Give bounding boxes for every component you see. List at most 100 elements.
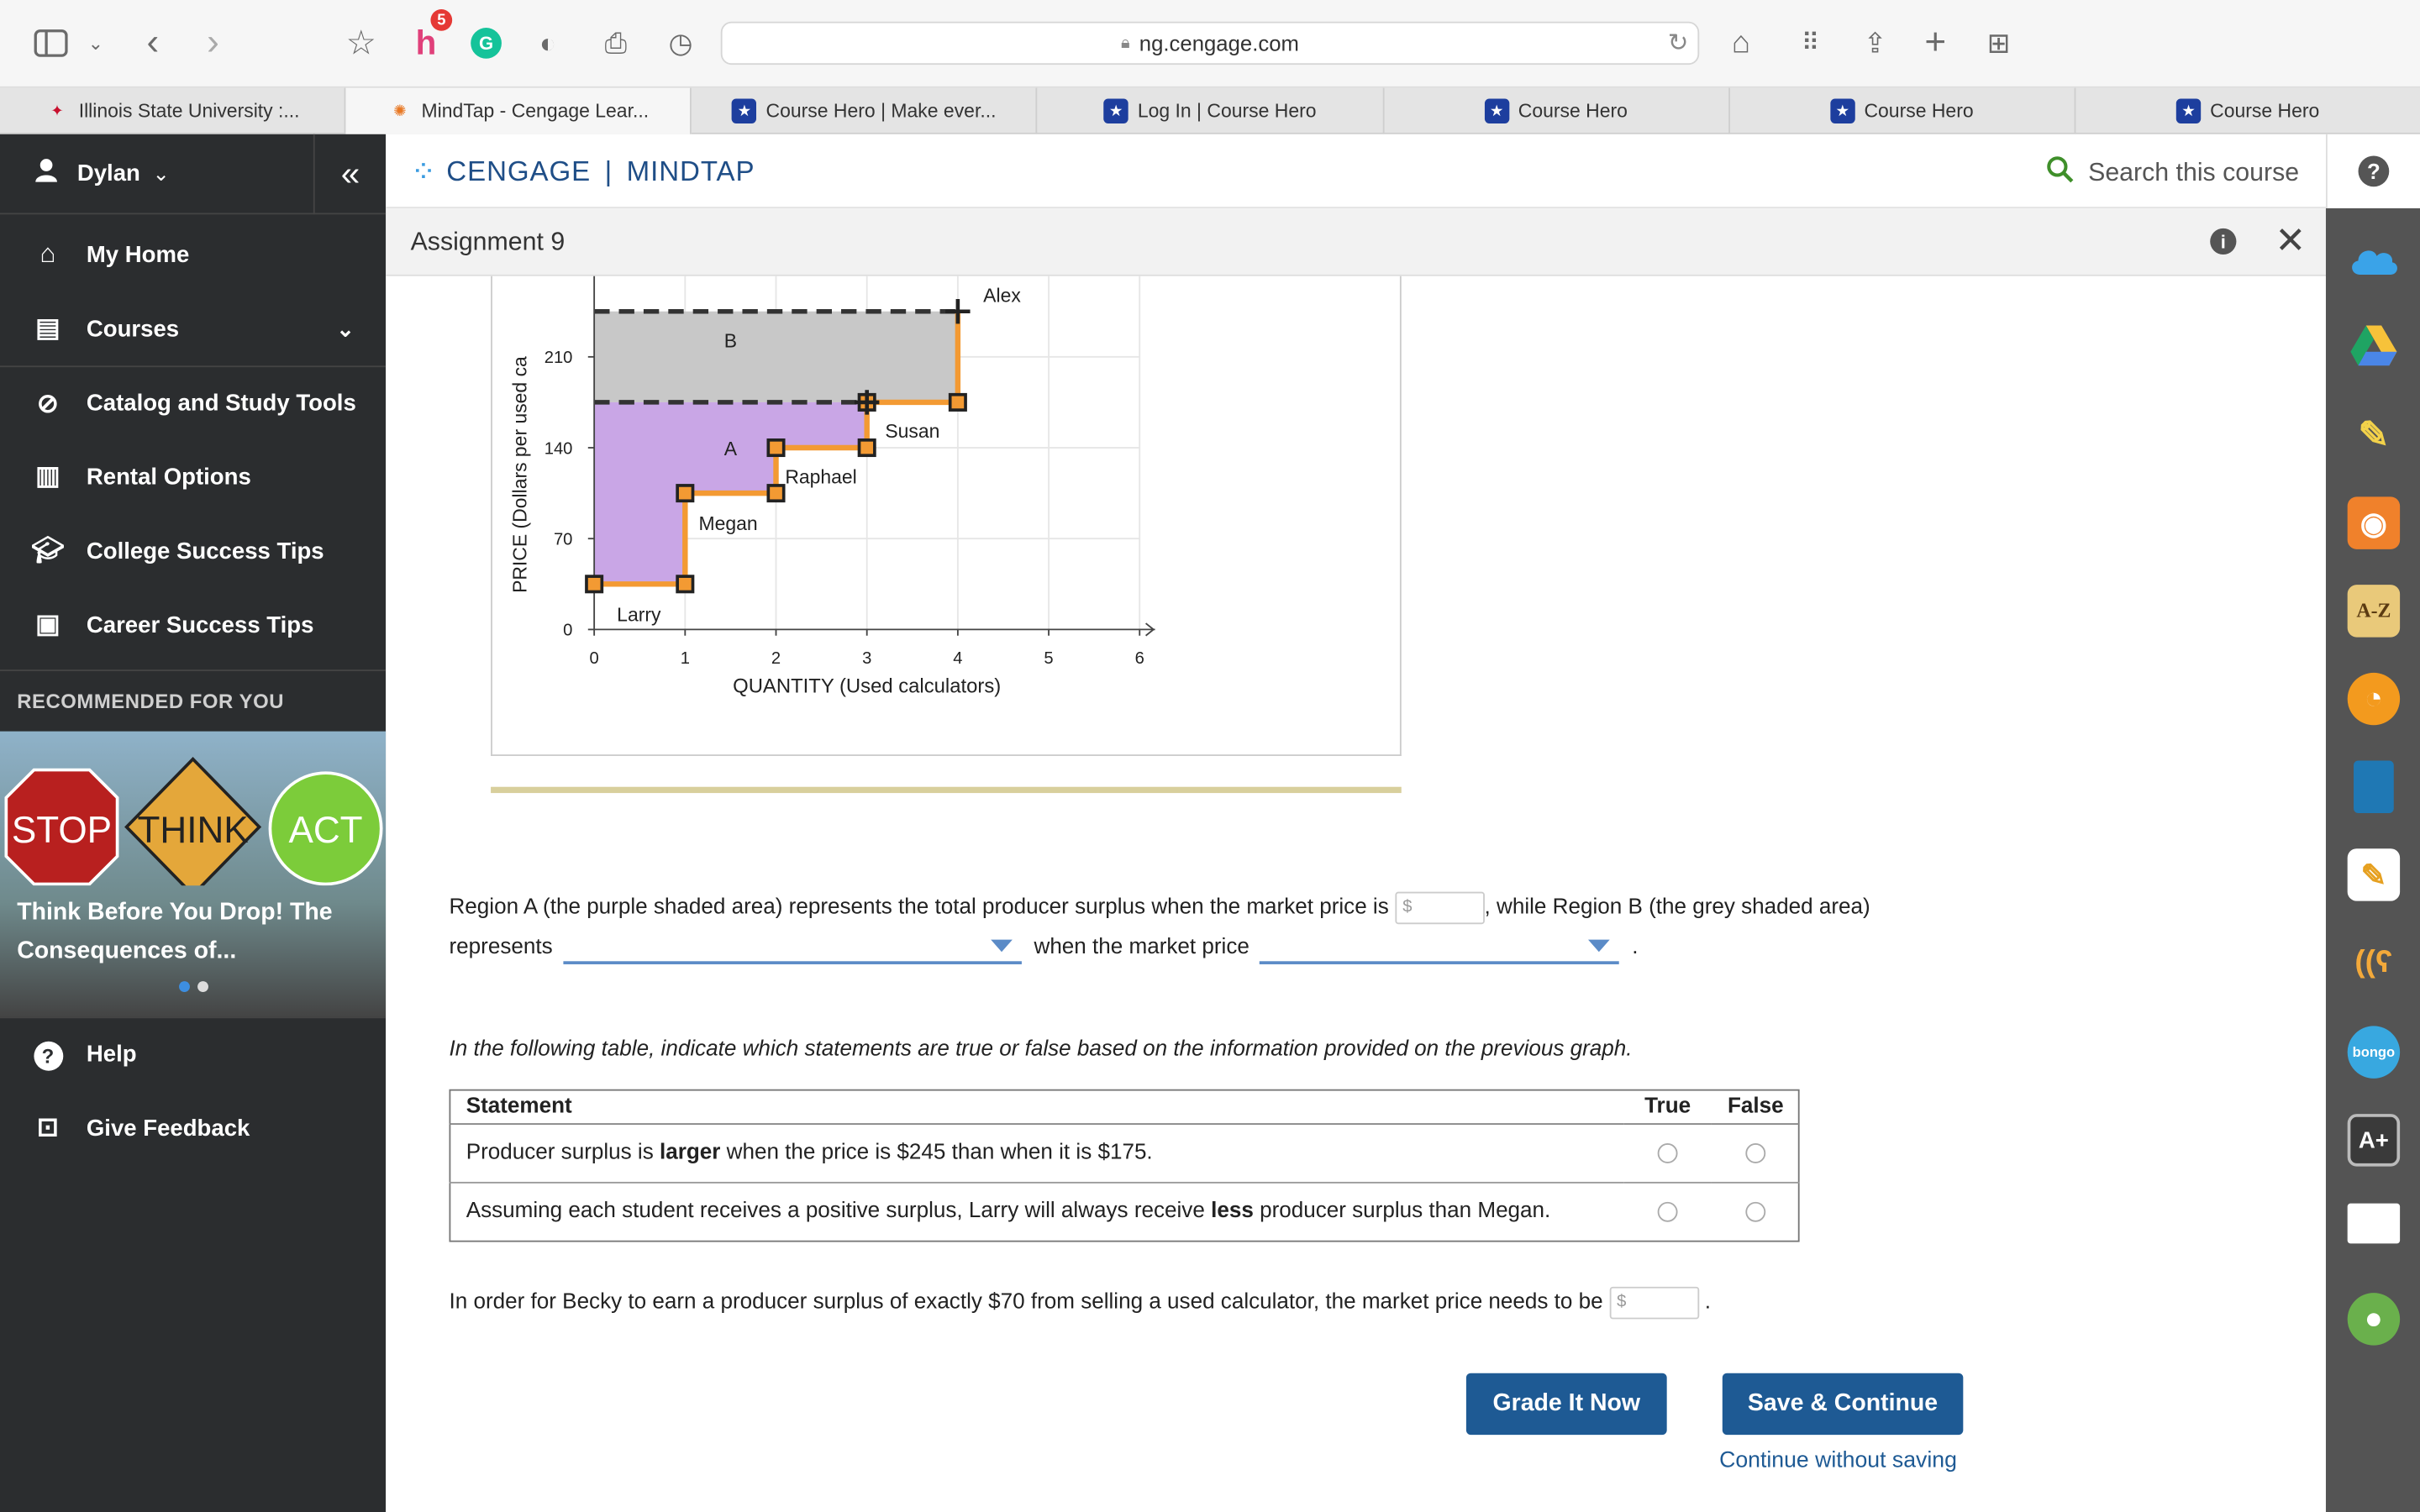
market-price-dropdown[interactable]: [1260, 931, 1620, 965]
ebook-icon[interactable]: [2354, 760, 2394, 813]
tab-course-hero-1[interactable]: ★ Course Hero | Make ever...: [692, 87, 1039, 134]
sidebar-item-catalog[interactable]: ⊘ Catalog and Study Tools: [0, 365, 387, 439]
chevron-down-icon[interactable]: ⌄: [87, 32, 104, 55]
history-icon[interactable]: ◷: [668, 27, 693, 58]
profile-icon[interactable]: ●: [2347, 1293, 2401, 1346]
statements-table: Statement True False Producer surplus is…: [449, 1089, 1800, 1241]
grade-it-now-button[interactable]: Grade It Now: [1465, 1373, 1667, 1436]
x-tick-label: 3: [862, 649, 871, 668]
graduation-cap-icon: 🎓︎: [31, 535, 65, 565]
y-tick-label: 210: [544, 349, 573, 367]
x-tick-label: 4: [953, 649, 962, 668]
cloud-icon[interactable]: [2348, 233, 2400, 285]
assignment-bar: Assignment 9 i ✕: [386, 207, 2326, 276]
course-hero-favicon-icon: ★: [1103, 98, 1128, 123]
recommended-heading: RECOMMENDED FOR YOU: [0, 669, 387, 731]
cengage-favicon-icon: ✺: [393, 102, 407, 120]
becky-price-input[interactable]: $: [1608, 1286, 1699, 1319]
grammarly-icon[interactable]: G: [469, 22, 502, 65]
sidebar-item-college-success[interactable]: 🎓︎ College Success Tips: [31, 535, 324, 565]
carousel-dot[interactable]: [197, 981, 208, 993]
sidebar-item-help[interactable]: ? Help: [0, 1016, 387, 1090]
carousel-dots[interactable]: [179, 981, 208, 993]
home-icon[interactable]: ⌂: [1731, 25, 1750, 60]
star-icon[interactable]: ☆: [345, 23, 376, 62]
market-price-input[interactable]: $: [1395, 891, 1485, 924]
x-tick-label: 1: [681, 649, 690, 668]
divider-bar: [491, 786, 1402, 794]
tab-bar: ✦ Illinois State University :... ✺ MindTap…: [0, 87, 2420, 134]
statement-2-true-radio[interactable]: [1657, 1201, 1678, 1222]
address-bar[interactable]: 🔒︎ ng.cengage.com ↻: [720, 21, 1700, 66]
user-menu[interactable]: Dylan ⌄: [0, 134, 387, 215]
forward-icon[interactable]: ›: [207, 21, 219, 64]
close-icon[interactable]: ✕: [2275, 220, 2307, 263]
y-axis-label: PRICE (Dollars per used ca: [508, 356, 530, 593]
y-tick-label: 140: [544, 439, 573, 458]
tab-mindtap[interactable]: ✺ MindTap - Cengage Lear...: [345, 87, 692, 134]
false-header: False: [1711, 1089, 1800, 1125]
honey-extension-icon[interactable]: h 5: [406, 9, 453, 65]
rss-icon[interactable]: ◉: [2347, 496, 2401, 549]
tab-course-hero-2[interactable]: ★ Course Hero: [1384, 87, 1730, 134]
question-circle-icon: ?: [31, 1039, 65, 1070]
tab-illinois-state[interactable]: ✦ Illinois State University :...: [0, 87, 346, 134]
save-continue-button[interactable]: Save & Continue: [1722, 1373, 1964, 1436]
sidebar-item-rental[interactable]: ▥ Rental Options: [0, 439, 386, 513]
sidebar-item-courses[interactable]: ▤ Courses ⌄: [0, 291, 386, 365]
google-drive-icon[interactable]: [2348, 319, 2400, 371]
statement-1-false-radio[interactable]: [1745, 1142, 1766, 1163]
shield-icon[interactable]: ◐: [539, 27, 557, 58]
promo-card[interactable]: STOP THINK ACT Think Before You Drop! Th…: [0, 731, 387, 1017]
region-b-represents-dropdown[interactable]: [563, 931, 1022, 965]
sidebar-item-my-home[interactable]: ⌂ My Home: [0, 218, 386, 291]
print-icon[interactable]: ⎙: [604, 27, 628, 58]
collapse-sidebar-icon[interactable]: «: [313, 134, 386, 215]
bongo-icon[interactable]: bongo: [2347, 1026, 2401, 1079]
apps-grid-icon[interactable]: ⠿: [1801, 30, 1820, 57]
x-tick-label: 5: [1044, 649, 1053, 668]
notes-icon[interactable]: ✎: [2347, 848, 2401, 901]
tab-course-hero-login[interactable]: ★ Log In | Course Hero: [1038, 87, 1384, 134]
help-button[interactable]: ?: [2325, 134, 2420, 208]
statement-2-false-radio[interactable]: [1745, 1201, 1766, 1222]
new-tab-icon[interactable]: +: [1924, 21, 1947, 64]
seller-label: Raphael: [785, 465, 856, 487]
seller-label: Alex: [983, 285, 1021, 307]
statement-1-true-radio[interactable]: [1657, 1142, 1678, 1163]
orange-app-icon[interactable]: ◔: [2347, 672, 2401, 726]
sidebar-item-feedback[interactable]: ⊡ Give Feedback: [0, 1091, 386, 1165]
tab-course-hero-3[interactable]: ★ Course Hero: [1729, 87, 2076, 134]
supply-point: [766, 484, 786, 503]
supply-point: [948, 392, 967, 412]
seller-label: Megan: [699, 512, 758, 534]
act-sign-label: ACT: [288, 810, 362, 851]
glossary-az-icon[interactable]: A-Z: [2347, 585, 2401, 638]
readspeaker-icon[interactable]: ((ʕ: [2354, 945, 2393, 979]
aplia-icon[interactable]: A+: [2347, 1114, 2401, 1167]
table-row: Producer surplus is larger when the pric…: [449, 1123, 1800, 1183]
sidebar-toggle-icon[interactable]: [31, 22, 71, 65]
book-icon: ▤: [35, 312, 60, 343]
info-icon[interactable]: i: [2210, 228, 2237, 255]
reload-icon[interactable]: ↻: [1667, 30, 1689, 57]
course-search[interactable]: Search this course: [2047, 156, 2299, 192]
user-icon: [34, 157, 58, 190]
highlighter-icon[interactable]: ✎: [2358, 414, 2390, 456]
course-hero-favicon-icon: ★: [1830, 98, 1855, 123]
tab-course-hero-4[interactable]: ★ Course Hero: [2075, 88, 2420, 134]
url-text: ng.cengage.com: [1139, 30, 1299, 56]
cengage-mindtap-logo[interactable]: ⁘ CENGAGE | MINDTAP: [411, 153, 755, 192]
statement-2: Assuming each student receives a positiv…: [466, 1199, 1551, 1224]
graph-panel: 0 1 2 3 4 5 6 0 70 140 210 QUANTITY (Used calculato…: [491, 276, 1402, 756]
share-icon[interactable]: ⇪: [1863, 27, 1887, 58]
flashcards-icon[interactable]: [2347, 1203, 2401, 1244]
continue-without-saving-link[interactable]: Continue without saving: [1719, 1448, 1957, 1474]
carousel-dot-active[interactable]: [179, 981, 190, 993]
x-tick-label: 6: [1135, 649, 1144, 668]
course-hero-favicon-icon: ★: [732, 98, 757, 123]
producer-surplus-chart[interactable]: 0 1 2 3 4 5 6 0 70 140 210 QUANTITY (Used calculato…: [492, 276, 1403, 772]
sidebar-item-career-success[interactable]: ▣ Career Success Tips: [0, 588, 386, 662]
tab-overview-icon[interactable]: ⊞: [1986, 27, 2011, 58]
back-icon[interactable]: ‹: [146, 21, 160, 64]
